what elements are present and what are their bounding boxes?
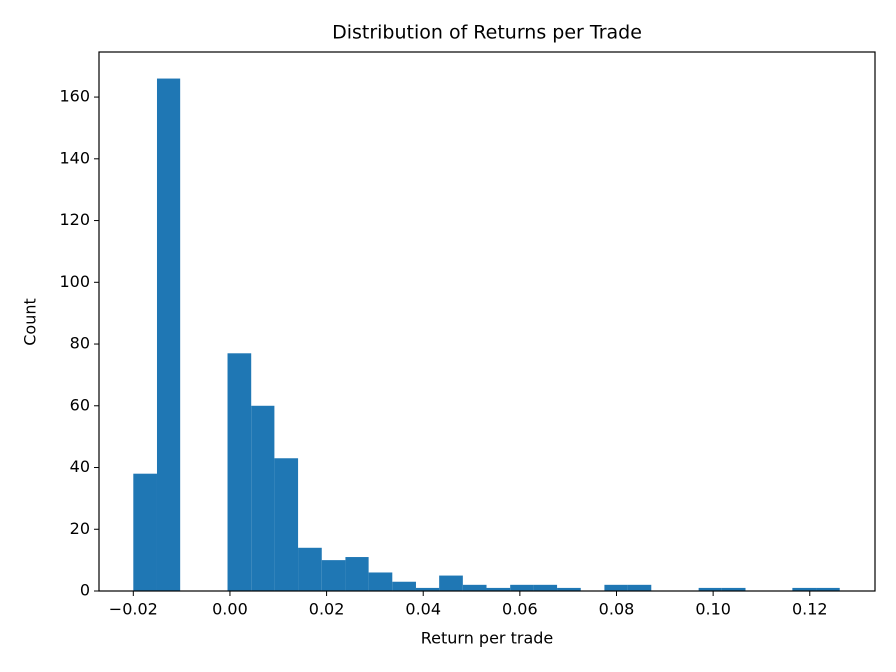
plot-area bbox=[133, 78, 840, 591]
bar bbox=[156, 78, 181, 591]
bar bbox=[604, 584, 628, 591]
bar bbox=[298, 547, 322, 591]
bar bbox=[439, 575, 463, 591]
bar bbox=[321, 560, 346, 591]
y-tick-label: 60 bbox=[70, 395, 90, 414]
bar bbox=[533, 584, 558, 591]
y-tick-label: 140 bbox=[59, 148, 90, 167]
bar bbox=[486, 587, 511, 591]
y-axis-label: Count bbox=[21, 298, 40, 346]
x-tick-label: 0.02 bbox=[309, 600, 345, 619]
x-tick-label: 0.08 bbox=[599, 600, 635, 619]
x-axis-label: Return per trade bbox=[421, 629, 554, 648]
x-tick-label: −0.02 bbox=[109, 600, 158, 619]
y-tick-label: 80 bbox=[70, 334, 90, 353]
bar bbox=[557, 587, 581, 591]
bar bbox=[133, 473, 157, 591]
y-tick-label: 160 bbox=[59, 87, 90, 106]
bar bbox=[251, 405, 275, 591]
y-tick-label: 40 bbox=[70, 457, 90, 476]
bar bbox=[274, 458, 299, 591]
bar bbox=[627, 584, 652, 591]
bar bbox=[698, 587, 722, 591]
y-tick-label: 120 bbox=[59, 210, 90, 229]
bar bbox=[368, 572, 393, 591]
bar bbox=[816, 587, 840, 591]
x-tick-label: 0.06 bbox=[502, 600, 538, 619]
y-tick-label: 0 bbox=[80, 581, 90, 600]
bar bbox=[345, 557, 369, 591]
axes-frame bbox=[98, 51, 876, 592]
x-tick-label: 0.12 bbox=[792, 600, 828, 619]
bar bbox=[392, 581, 416, 591]
bar bbox=[510, 584, 534, 591]
x-tick-label: 0.00 bbox=[212, 600, 248, 619]
bar bbox=[227, 353, 252, 591]
bar bbox=[462, 584, 487, 591]
chart-title: Distribution of Returns per Trade bbox=[332, 22, 642, 44]
y-tick-label: 20 bbox=[70, 519, 90, 538]
x-tick-label: 0.10 bbox=[695, 600, 731, 619]
y-tick-label: 100 bbox=[59, 272, 90, 291]
bar bbox=[792, 587, 817, 591]
bar bbox=[415, 587, 440, 591]
bar bbox=[721, 587, 746, 591]
x-tick-label: 0.04 bbox=[405, 600, 441, 619]
